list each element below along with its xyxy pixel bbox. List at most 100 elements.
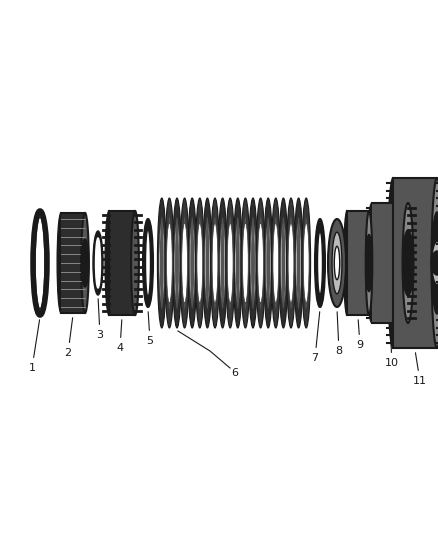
Ellipse shape: [227, 223, 233, 303]
Ellipse shape: [241, 198, 250, 328]
Ellipse shape: [272, 198, 280, 328]
Ellipse shape: [282, 217, 286, 309]
Text: 5: 5: [146, 312, 153, 346]
Ellipse shape: [366, 211, 372, 315]
Ellipse shape: [143, 219, 153, 307]
Ellipse shape: [431, 178, 438, 348]
Bar: [372, 203, 408, 323]
Ellipse shape: [265, 223, 271, 303]
Ellipse shape: [388, 178, 399, 348]
Ellipse shape: [286, 198, 295, 328]
Ellipse shape: [250, 223, 256, 303]
Bar: [393, 178, 437, 348]
Ellipse shape: [93, 231, 103, 295]
Ellipse shape: [180, 198, 189, 328]
Ellipse shape: [198, 217, 202, 309]
Ellipse shape: [167, 217, 171, 309]
Ellipse shape: [288, 223, 294, 303]
Bar: [61, 213, 85, 313]
Ellipse shape: [258, 223, 264, 303]
Ellipse shape: [367, 203, 378, 323]
Text: 10: 10: [385, 328, 399, 368]
Ellipse shape: [273, 223, 279, 303]
Ellipse shape: [266, 217, 270, 309]
Ellipse shape: [251, 217, 255, 309]
Ellipse shape: [95, 238, 100, 288]
Ellipse shape: [279, 198, 288, 328]
Ellipse shape: [328, 219, 346, 307]
Ellipse shape: [211, 198, 219, 328]
Ellipse shape: [159, 223, 165, 303]
Ellipse shape: [81, 239, 89, 287]
Bar: [347, 211, 369, 315]
Bar: [109, 211, 135, 315]
Ellipse shape: [189, 223, 195, 303]
Ellipse shape: [212, 223, 218, 303]
Ellipse shape: [366, 235, 372, 292]
Ellipse shape: [226, 198, 235, 328]
Ellipse shape: [174, 223, 180, 303]
Ellipse shape: [403, 203, 413, 323]
Ellipse shape: [188, 198, 197, 328]
Ellipse shape: [302, 198, 311, 328]
Ellipse shape: [205, 223, 210, 303]
Ellipse shape: [431, 212, 438, 314]
Ellipse shape: [264, 198, 272, 328]
Ellipse shape: [315, 219, 325, 307]
Ellipse shape: [173, 198, 181, 328]
Ellipse shape: [256, 198, 265, 328]
Ellipse shape: [296, 223, 301, 303]
Ellipse shape: [145, 229, 151, 297]
Ellipse shape: [183, 217, 187, 309]
Text: 4: 4: [117, 320, 124, 353]
Ellipse shape: [431, 241, 438, 285]
Ellipse shape: [274, 217, 278, 309]
Ellipse shape: [81, 213, 89, 313]
Ellipse shape: [297, 217, 300, 309]
Ellipse shape: [220, 223, 226, 303]
Ellipse shape: [182, 223, 187, 303]
Ellipse shape: [203, 198, 212, 328]
Ellipse shape: [218, 198, 227, 328]
Text: 7: 7: [311, 312, 320, 363]
Text: 2: 2: [64, 318, 73, 358]
Ellipse shape: [244, 217, 247, 309]
Ellipse shape: [233, 198, 242, 328]
Ellipse shape: [334, 246, 340, 280]
Ellipse shape: [195, 198, 204, 328]
Text: 9: 9: [357, 320, 364, 350]
Ellipse shape: [165, 198, 174, 328]
Ellipse shape: [175, 217, 179, 309]
Text: 1: 1: [28, 320, 39, 373]
Ellipse shape: [431, 251, 438, 275]
Ellipse shape: [205, 217, 209, 309]
Ellipse shape: [304, 217, 308, 309]
Ellipse shape: [166, 223, 172, 303]
Ellipse shape: [258, 217, 263, 309]
Ellipse shape: [105, 211, 113, 315]
Ellipse shape: [235, 223, 240, 303]
Ellipse shape: [57, 213, 65, 313]
Ellipse shape: [332, 232, 342, 294]
Ellipse shape: [243, 223, 248, 303]
Ellipse shape: [403, 230, 413, 296]
Ellipse shape: [318, 231, 322, 295]
Ellipse shape: [304, 223, 309, 303]
Ellipse shape: [131, 211, 139, 315]
Ellipse shape: [236, 217, 240, 309]
Text: 8: 8: [336, 312, 343, 356]
Text: 6: 6: [232, 368, 239, 378]
Ellipse shape: [228, 217, 232, 309]
Ellipse shape: [197, 223, 203, 303]
Ellipse shape: [280, 223, 286, 303]
Text: 3: 3: [96, 299, 103, 340]
Text: 11: 11: [413, 353, 427, 386]
Ellipse shape: [294, 198, 303, 328]
Ellipse shape: [249, 198, 258, 328]
Ellipse shape: [213, 217, 217, 309]
Ellipse shape: [344, 211, 350, 315]
Ellipse shape: [289, 217, 293, 309]
Ellipse shape: [157, 198, 166, 328]
Ellipse shape: [160, 217, 164, 309]
Ellipse shape: [221, 217, 225, 309]
